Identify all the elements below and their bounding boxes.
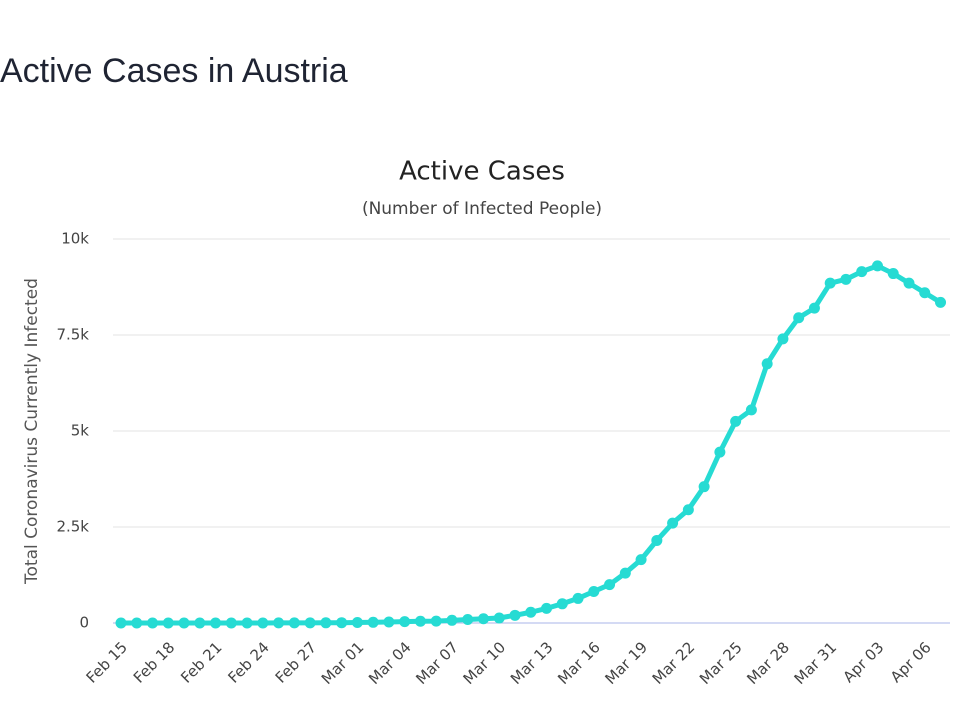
point [824,277,836,289]
point [588,586,600,598]
point [351,617,363,629]
x-tick-label: Mar 28 [743,638,793,688]
x-tick-label: Apr 06 [887,638,935,686]
point [856,266,868,278]
chart-subtitle: (Number of Infected People) [362,199,602,219]
point [509,609,521,621]
x-tick-label: Feb 27 [272,638,320,686]
point [178,617,190,629]
point [162,617,174,629]
point [871,260,883,272]
point [761,358,773,370]
x-tick-label: Mar 10 [460,638,510,688]
point [131,617,143,629]
point [241,617,253,629]
point [225,617,237,629]
y-axis-label: Total Coronavirus Currently Infected [22,278,42,585]
point [462,614,474,626]
y-tick-label: 5k [71,422,90,440]
x-tick-label: Mar 04 [365,638,415,688]
point [257,617,269,629]
x-tick-label: Mar 01 [318,638,368,688]
page-title: Active Cases in Austria [0,52,348,90]
point [320,617,332,629]
point [903,277,915,289]
point [446,614,458,626]
point [619,567,631,579]
x-tick-label: Mar 31 [791,638,841,688]
point [935,296,947,308]
point [745,404,757,416]
point [777,333,789,345]
point [556,598,568,610]
point [572,592,584,604]
point [493,612,505,624]
line [121,263,942,626]
point [604,579,616,591]
point [115,617,127,629]
point [367,616,379,628]
point [682,504,694,516]
x-tick-label: Mar 07 [412,638,462,688]
point [714,446,726,458]
point [698,481,710,493]
x-tick-label: Mar 19 [601,638,651,688]
point [808,302,820,314]
point [840,273,852,285]
x-tick-label: Apr 03 [840,638,888,686]
x-tick-label: Mar 13 [507,638,557,688]
point [273,617,285,629]
x-tick-label: Feb 21 [177,638,225,686]
point [414,615,426,627]
point [477,613,489,625]
x-tick-label: Mar 25 [696,638,746,688]
point [793,312,805,324]
point [635,554,647,566]
point [919,287,931,299]
y-tick-label: 7.5k [56,326,89,344]
point [383,616,395,628]
point [288,617,300,629]
x-tick-label: Mar 16 [554,638,604,688]
point [194,617,206,629]
point [399,616,411,628]
point [525,606,537,618]
point [147,617,159,629]
x-tick-label: Feb 15 [83,638,131,686]
point [430,615,442,627]
y-tick-label: 0 [79,614,89,632]
x-tick-label: Feb 18 [130,638,178,686]
x-tick-label: Feb 24 [224,638,272,686]
y-tick-label: 10k [61,230,89,248]
point [730,415,742,427]
chart-title: Active Cases [399,157,565,187]
point [651,534,663,546]
point [887,268,899,280]
y-tick-label: 2.5k [56,518,89,536]
x-tick-label: Mar 22 [649,638,699,688]
point [667,517,679,529]
point [210,617,222,629]
point [336,617,348,629]
point [541,602,553,614]
point [304,617,316,629]
